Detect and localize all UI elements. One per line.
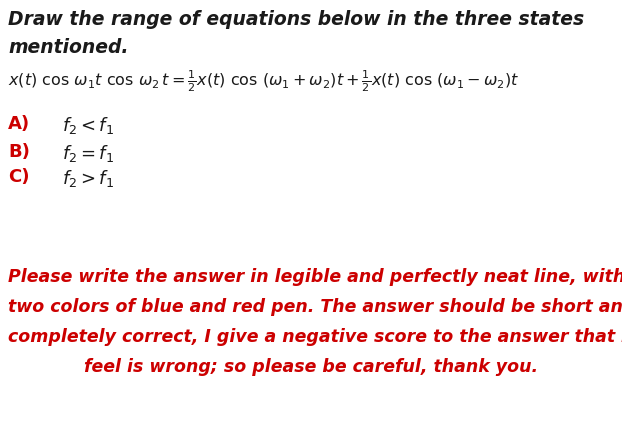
Text: B): B) bbox=[8, 143, 30, 161]
Text: Please write the answer in legible and perfectly neat line, with: Please write the answer in legible and p… bbox=[8, 268, 622, 286]
Text: $f_2 = f_1$: $f_2 = f_1$ bbox=[62, 143, 114, 164]
Text: $x(t)$ cos $\omega_1 t$ cos $\omega_2\, t = \frac{1}{2}x(t)$ cos $(\omega_1 + \o: $x(t)$ cos $\omega_1 t$ cos $\omega_2\, … bbox=[8, 68, 519, 94]
Text: completely correct, I give a negative score to the answer that I: completely correct, I give a negative sc… bbox=[8, 328, 622, 346]
Text: A): A) bbox=[8, 115, 30, 133]
Text: two colors of blue and red pen. The answer should be short and: two colors of blue and red pen. The answ… bbox=[8, 298, 622, 316]
Text: mentioned.: mentioned. bbox=[8, 38, 129, 57]
Text: Draw the range of equations below in the three states: Draw the range of equations below in the… bbox=[8, 10, 584, 29]
Text: $f_2 > f_1$: $f_2 > f_1$ bbox=[62, 168, 114, 189]
Text: $f_2 < f_1$: $f_2 < f_1$ bbox=[62, 115, 114, 136]
Text: C): C) bbox=[8, 168, 29, 186]
Text: feel is wrong; so please be careful, thank you.: feel is wrong; so please be careful, tha… bbox=[84, 358, 538, 376]
